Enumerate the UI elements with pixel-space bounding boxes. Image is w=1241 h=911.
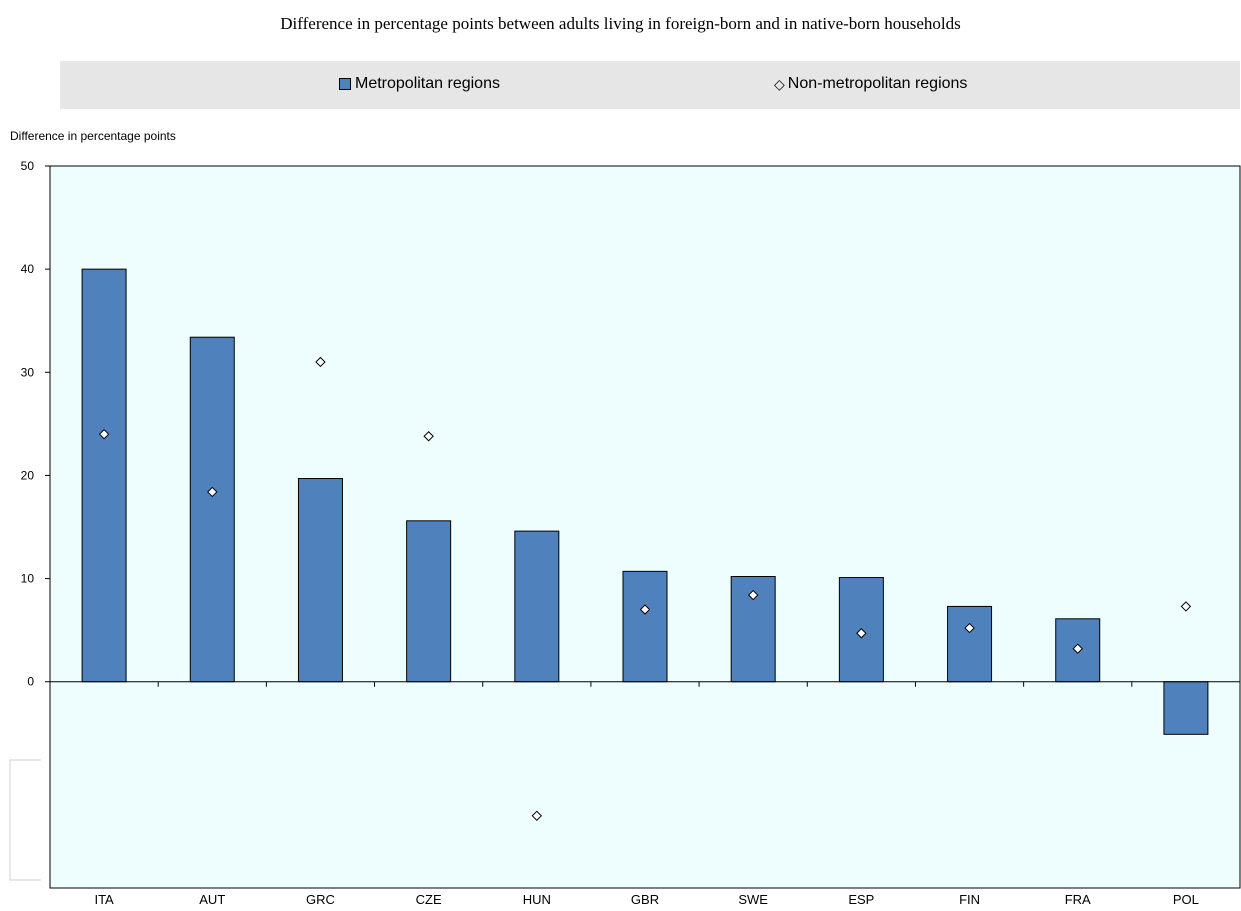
- x-tick-label: HUN: [523, 892, 551, 907]
- y-tick-label: 40: [21, 262, 35, 276]
- point-gbr: [639, 604, 651, 615]
- x-tick-label: GBR: [631, 892, 659, 907]
- bar-cze: [406, 520, 452, 683]
- x-tick-label: GRC: [306, 892, 335, 907]
- point-ita: [98, 428, 110, 440]
- bar-fin: [947, 605, 993, 683]
- x-tick-label: FRA: [1065, 892, 1091, 907]
- y-tick-label: 10: [21, 572, 35, 586]
- y-tick-label: 50: [21, 159, 35, 173]
- x-tick-label: CZE: [416, 892, 442, 907]
- bar-aut: [189, 336, 235, 683]
- bar-ita: [81, 268, 127, 683]
- x-tick-label: POL: [1173, 892, 1199, 907]
- bar-pol: [1163, 681, 1209, 735]
- plot-area: [49, 165, 1241, 889]
- legend-item-non-metropolitan: ◇ Non-metropolitan regions: [774, 75, 967, 93]
- x-tick-label: ESP: [848, 892, 874, 907]
- point-esp: [856, 628, 867, 639]
- legend-label-metropolitan: Metropolitan regions: [355, 75, 500, 92]
- bar-hun: [514, 530, 560, 683]
- legend-label-non-metropolitan: Non-metropolitan regions: [787, 75, 968, 92]
- y-tick-label: 20: [21, 468, 35, 482]
- x-tick-label: SWE: [738, 892, 768, 907]
- bar-gbr: [622, 570, 668, 683]
- point-grc: [315, 356, 326, 368]
- left-frame: [9, 759, 41, 881]
- point-fra: [1072, 643, 1083, 654]
- legend-diamond-icon: ◇: [774, 76, 785, 92]
- point-pol: [1180, 601, 1192, 612]
- point-aut: [207, 486, 218, 498]
- point-fin: [964, 622, 975, 634]
- point-swe: [747, 589, 759, 601]
- y-tick-label: 0: [27, 675, 34, 689]
- x-tick-label: ITA: [94, 892, 114, 907]
- legend-item-metropolitan: Metropolitan regions: [339, 75, 500, 93]
- legend: Metropolitan regions ◇ Non-metropolitan …: [60, 61, 1240, 109]
- y-tick-label: 30: [21, 365, 35, 379]
- x-tick-label: AUT: [199, 892, 225, 907]
- legend-bar-swatch: [339, 78, 351, 90]
- point-cze: [423, 431, 434, 442]
- x-tick-label: FIN: [959, 892, 980, 907]
- point-hun: [531, 810, 543, 822]
- y-axis-label: Difference in percentage points: [10, 129, 176, 143]
- chart-title: Difference in percentage points between …: [280, 14, 961, 33]
- bar-grc: [297, 478, 343, 683]
